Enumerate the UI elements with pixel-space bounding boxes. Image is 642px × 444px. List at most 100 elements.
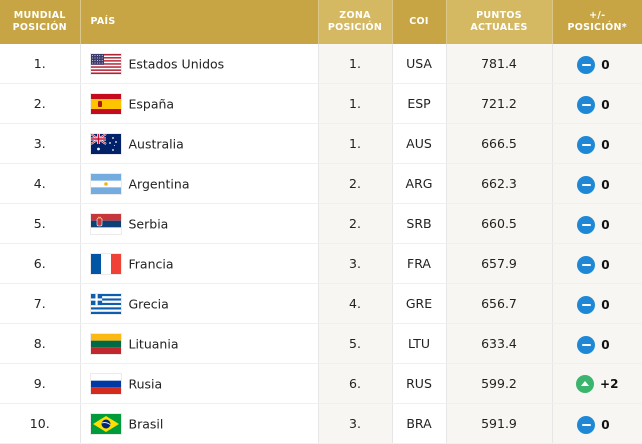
change-value: 0 xyxy=(601,257,610,272)
header-change-line1: +/- xyxy=(589,10,606,21)
country-cell: Argentina xyxy=(80,163,319,204)
points-cell: 662.3 xyxy=(446,163,553,204)
minus-icon xyxy=(577,295,596,314)
change-value: 0 xyxy=(601,57,610,72)
ioc-cell: FRA xyxy=(392,243,447,284)
header-points-line1: PUNTOS xyxy=(476,10,522,21)
change-value: 0 xyxy=(601,217,610,232)
world-rank-cell: 3. xyxy=(0,123,81,164)
change-value: 0 xyxy=(601,97,610,112)
country-cell: Australia xyxy=(80,123,319,164)
zone-rank-cell: 5. xyxy=(318,323,393,364)
change-cell: 0 xyxy=(552,163,642,204)
usa-flag-icon xyxy=(90,53,121,74)
change-cell: +2 xyxy=(552,363,642,404)
lithuania-flag-icon xyxy=(90,333,121,354)
header-world-rank-line2: POSICIÓN xyxy=(12,22,67,33)
greece-flag-icon xyxy=(90,293,121,314)
country-name: Serbia xyxy=(128,216,169,231)
table-row: 5. Serbia 2. SRB 660.5 0 xyxy=(0,203,642,244)
change-cell: 0 xyxy=(552,323,642,364)
russia-flag-icon xyxy=(90,373,121,394)
world-rank-cell: 1. xyxy=(0,44,81,84)
country-name: Rusia xyxy=(128,376,163,391)
minus-icon xyxy=(577,215,596,234)
country-cell: Lituania xyxy=(80,323,319,364)
world-rank-cell: 6. xyxy=(0,243,81,284)
spain-flag-icon xyxy=(90,93,121,114)
points-cell: 721.2 xyxy=(446,83,553,124)
country-name: Grecia xyxy=(128,296,169,311)
world-rank-cell: 5. xyxy=(0,203,81,244)
zone-rank-cell: 2. xyxy=(318,163,393,204)
ioc-cell: BRA xyxy=(392,403,447,444)
country-cell: España xyxy=(80,83,319,124)
zone-rank-cell: 1. xyxy=(318,83,393,124)
table-row: 7. Grecia 4. GRE 656.7 0 xyxy=(0,283,642,324)
change-cell: 0 xyxy=(552,283,642,324)
table-row: 8. Lituania 5. LTU 633.4 0 xyxy=(0,323,642,364)
change-value: +2 xyxy=(600,377,619,391)
minus-icon xyxy=(577,95,596,114)
header-ioc: COI xyxy=(392,0,447,44)
change-cell: 0 xyxy=(552,44,642,84)
country-name: Francia xyxy=(128,256,174,271)
table-row: 1. Estados Unidos 1. USA 781.4 0 xyxy=(0,44,642,84)
header-change-line2: POSICIÓN* xyxy=(567,22,628,33)
minus-icon xyxy=(577,175,596,194)
header-world-rank: MUNDIAL POSICIÓN xyxy=(0,0,81,44)
change-cell: 0 xyxy=(552,83,642,124)
country-name: España xyxy=(128,96,175,111)
change-cell: 0 xyxy=(552,243,642,284)
zone-rank-cell: 1. xyxy=(318,123,393,164)
header-zone-rank: ZONA POSICIÓN xyxy=(318,0,393,44)
table-row: 6. Francia 3. FRA 657.9 0 xyxy=(0,243,642,284)
minus-icon xyxy=(577,255,596,274)
table-header: MUNDIAL POSICIÓN PAÍS ZONA POSICIÓN COI … xyxy=(0,0,642,44)
country-cell: Francia xyxy=(80,243,319,284)
ioc-cell: ARG xyxy=(392,163,447,204)
minus-icon xyxy=(577,335,596,354)
table-row: 4. Argentina 2. ARG 662.3 0 xyxy=(0,163,642,204)
country-cell: Grecia xyxy=(80,283,319,324)
change-value: 0 xyxy=(601,297,610,312)
table-row: 9. Rusia 6. RUS 599.2 +2 xyxy=(0,363,642,404)
zone-rank-cell: 3. xyxy=(318,243,393,284)
ioc-cell: ESP xyxy=(392,83,447,124)
zone-rank-cell: 1. xyxy=(318,44,393,84)
points-cell: 660.5 xyxy=(446,203,553,244)
argentina-flag-icon xyxy=(90,173,121,194)
header-country: PAÍS xyxy=(80,0,319,44)
header-change: +/- POSICIÓN* xyxy=(552,0,642,44)
header-points: PUNTOS ACTUALES xyxy=(446,0,553,44)
zone-rank-cell: 6. xyxy=(318,363,393,404)
brazil-flag-icon xyxy=(90,413,121,434)
minus-icon xyxy=(577,55,596,74)
zone-rank-cell: 2. xyxy=(318,203,393,244)
minus-icon xyxy=(577,415,596,434)
ioc-cell: RUS xyxy=(392,363,447,404)
country-name: Estados Unidos xyxy=(128,56,225,71)
zone-rank-cell: 3. xyxy=(318,403,393,444)
country-cell: Serbia xyxy=(80,203,319,244)
change-value: 0 xyxy=(601,337,610,352)
australia-flag-icon xyxy=(90,133,121,154)
change-value: 0 xyxy=(601,417,610,432)
country-cell: Estados Unidos xyxy=(80,44,319,84)
table-row: 10. Brasil 3. BRA 591.9 0 xyxy=(0,403,642,444)
points-cell: 633.4 xyxy=(446,323,553,364)
country-name: Lituania xyxy=(128,336,179,351)
country-cell: Brasil xyxy=(80,403,319,444)
world-rank-cell: 10. xyxy=(0,403,81,444)
table-body: 1. Estados Unidos 1. USA 781.4 0 2. España 1. ESP… xyxy=(0,44,642,444)
header-world-rank-line1: MUNDIAL xyxy=(13,10,66,21)
points-cell: 666.5 xyxy=(446,123,553,164)
ioc-cell: LTU xyxy=(392,323,447,364)
points-cell: 656.7 xyxy=(446,283,553,324)
world-rank-cell: 7. xyxy=(0,283,81,324)
country-name: Brasil xyxy=(128,416,164,431)
change-value: 0 xyxy=(601,137,610,152)
arrow-up-icon xyxy=(576,375,595,393)
world-rank-cell: 2. xyxy=(0,83,81,124)
